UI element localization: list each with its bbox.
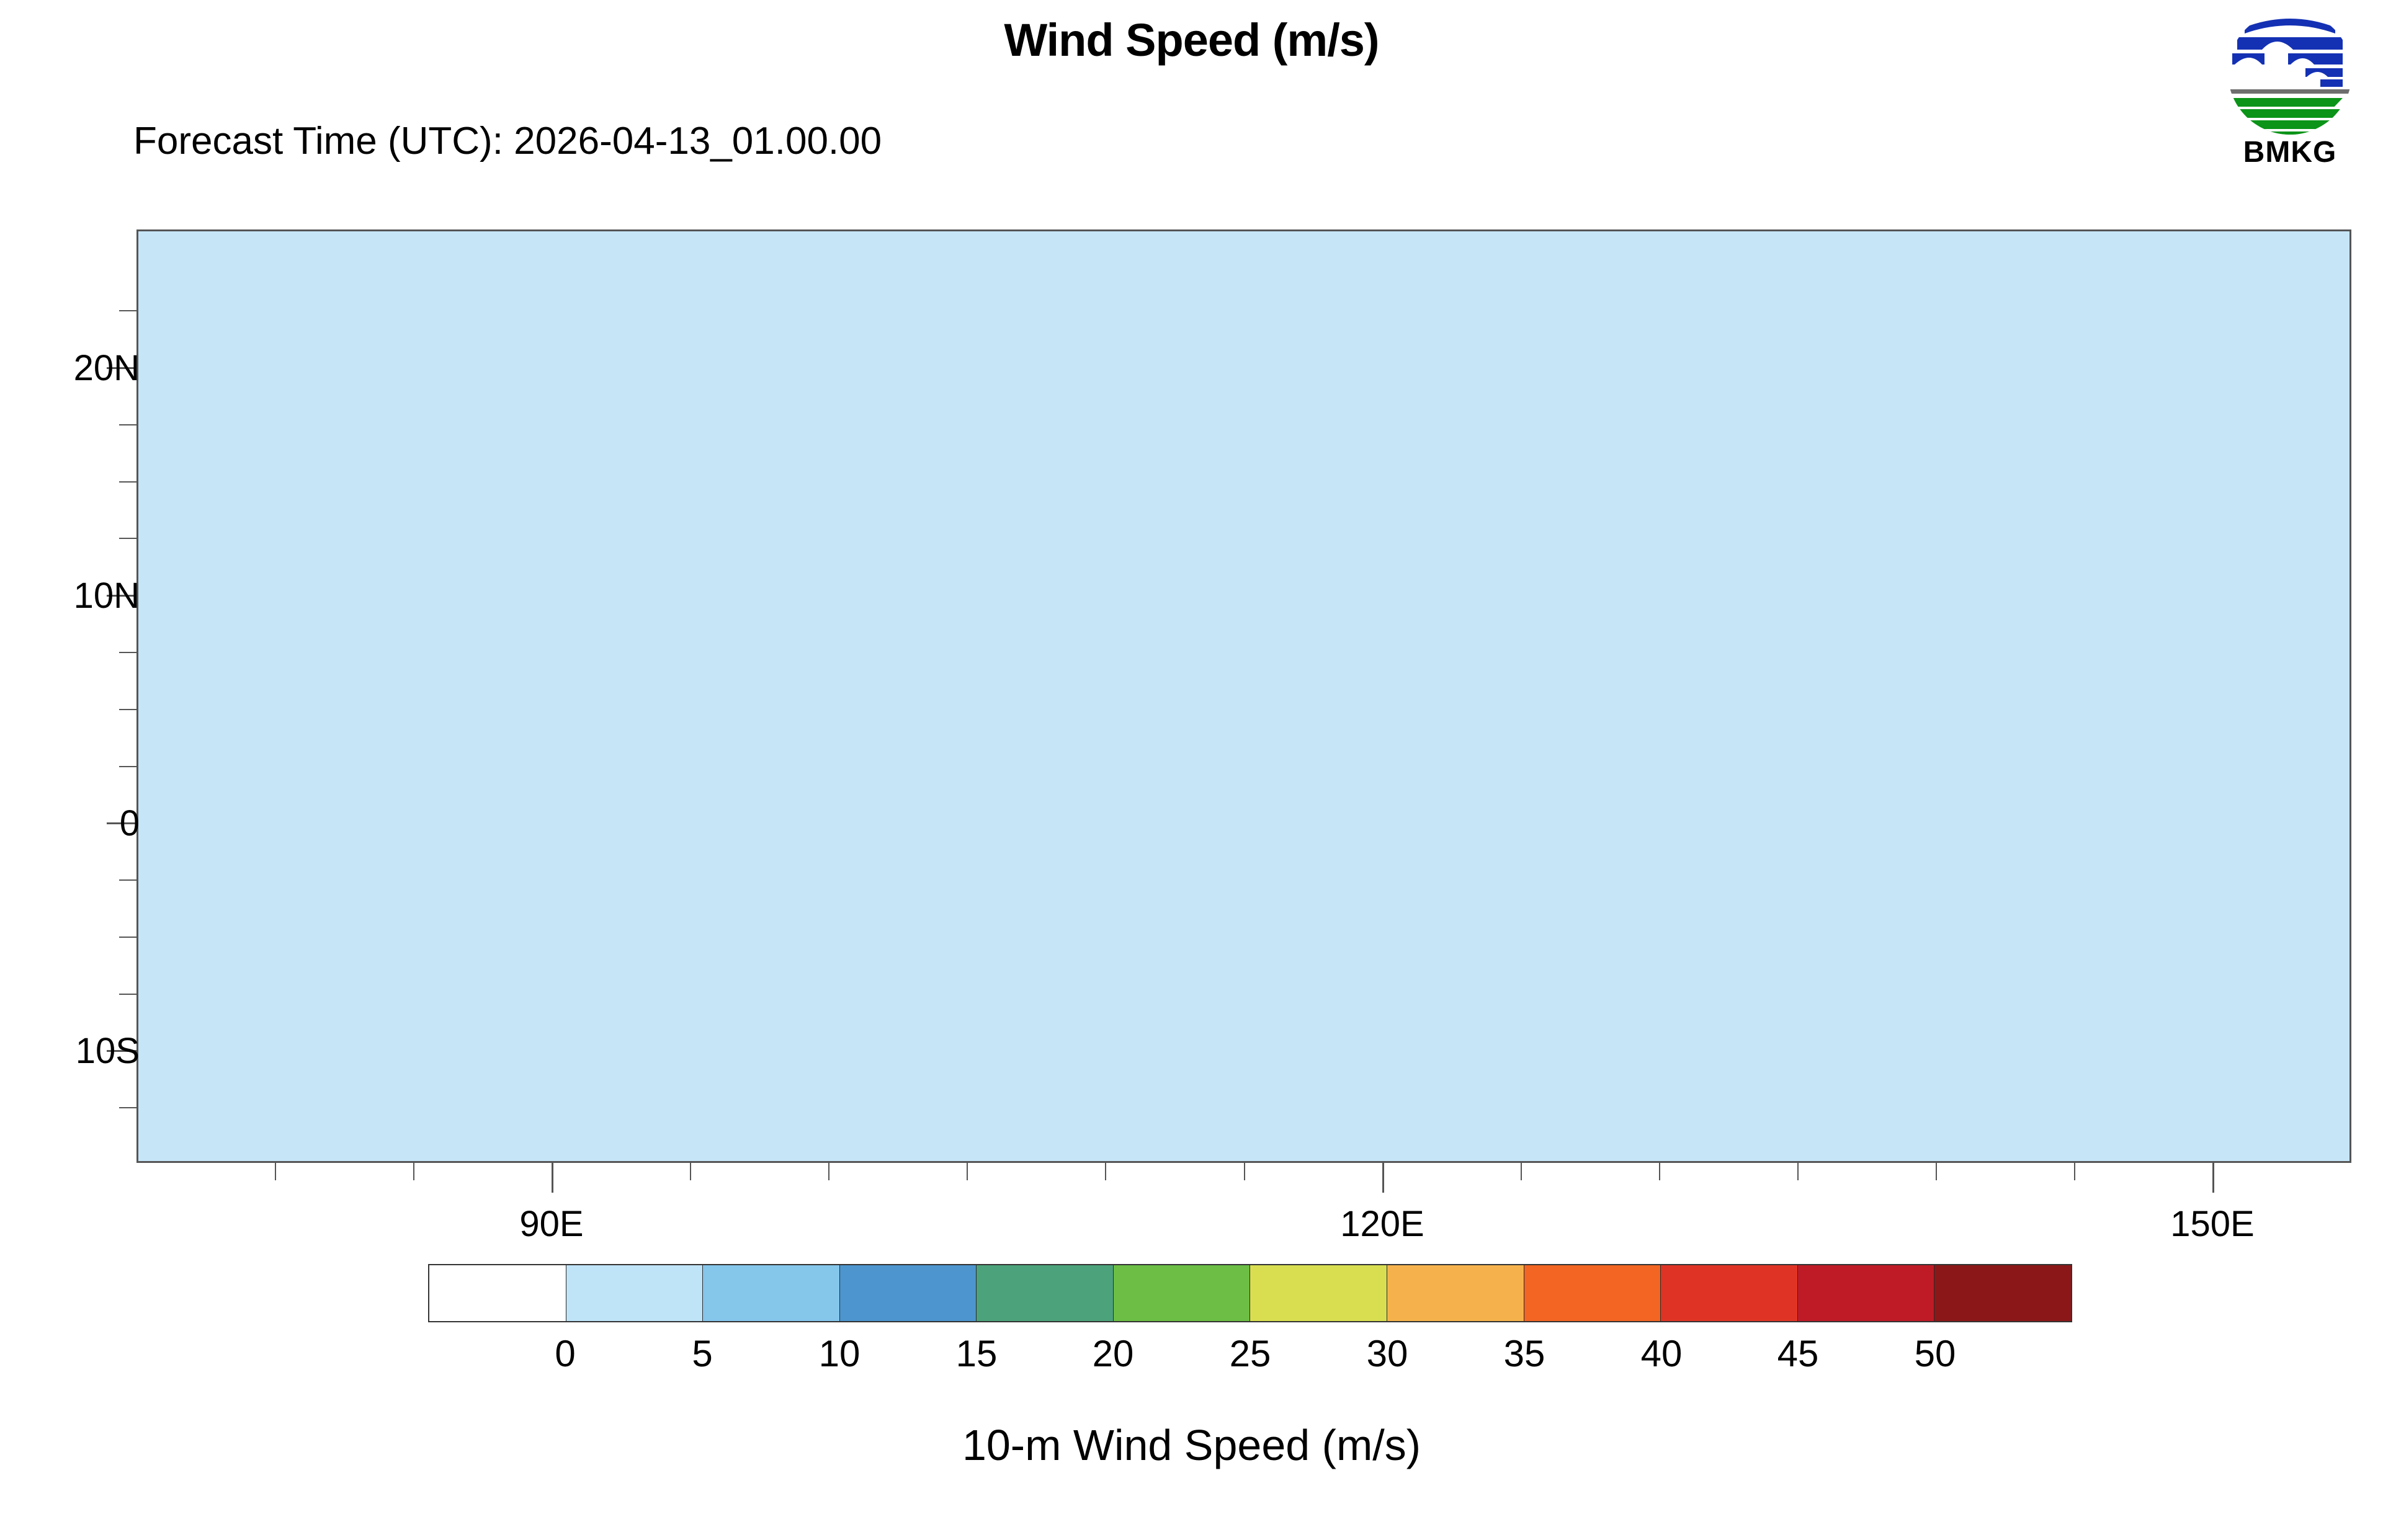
colorbar-swatch-0-white xyxy=(429,1265,566,1321)
wind-speed-contour-field xyxy=(138,231,2349,250)
y-axis-label-20n: 20N xyxy=(73,348,140,388)
y-minor-tick xyxy=(119,652,136,653)
y-axis-label-10n: 10N xyxy=(73,576,140,616)
colorbar-swatch-10-crimson xyxy=(1797,1265,1935,1321)
colorbar-tick-40: 40 xyxy=(1640,1333,1683,1374)
y-axis-label-10s: 10S xyxy=(75,1031,140,1071)
x-major-tick xyxy=(2212,1163,2214,1193)
y-minor-tick xyxy=(119,424,136,425)
y-minor-tick xyxy=(119,879,136,881)
colorbar-tick-25: 25 xyxy=(1229,1333,1271,1374)
colorbar-swatch-5-green xyxy=(1113,1265,1251,1321)
x-minor-tick xyxy=(828,1163,829,1180)
colorbar-tick-0: 0 xyxy=(555,1333,576,1374)
y-minor-tick xyxy=(119,709,136,710)
page-title: Wind Speed (m/s) xyxy=(1004,14,1379,66)
colorbar-tick-labels: 0 5 10 15 20 25 30 35 40 45 50 xyxy=(428,1332,2072,1382)
colorbar-swatch-2-sky-blue xyxy=(703,1265,840,1321)
colorbar-axis-label: 10-m Wind Speed (m/s) xyxy=(962,1421,1421,1469)
colorbar-tick-30: 30 xyxy=(1366,1333,1408,1374)
x-axis-label-150e: 150E xyxy=(2170,1204,2255,1244)
y-minor-tick xyxy=(119,766,136,767)
y-minor-tick xyxy=(119,1107,136,1108)
x-axis-label-120e: 120E xyxy=(1340,1204,1424,1244)
y-major-tick xyxy=(107,822,136,824)
y-minor-tick xyxy=(119,538,136,539)
y-major-tick xyxy=(107,1050,136,1052)
x-minor-tick xyxy=(1521,1163,1522,1180)
colorbar-swatch-8-orange xyxy=(1524,1265,1661,1321)
colorbar-swatch-7-amber xyxy=(1387,1265,1524,1321)
x-minor-tick xyxy=(690,1163,691,1180)
x-minor-tick xyxy=(413,1163,414,1180)
y-minor-tick xyxy=(119,994,136,995)
x-axis-label-90e: 90E xyxy=(519,1204,584,1244)
colorbar-swatch-1-light-blue xyxy=(566,1265,704,1321)
colorbar-swatch-6-yellow-green xyxy=(1250,1265,1388,1321)
y-minor-tick xyxy=(119,937,136,938)
colorbar-tick-10: 10 xyxy=(818,1333,861,1374)
x-major-tick xyxy=(552,1163,553,1193)
y-axis-label-0: 0 xyxy=(119,803,140,843)
bmkg-logo: BMKG xyxy=(2212,9,2367,207)
x-minor-tick xyxy=(275,1163,276,1180)
colorbar-tick-50: 50 xyxy=(1914,1333,1956,1374)
colorbar-tick-5: 5 xyxy=(692,1333,713,1374)
colorbar-tick-20: 20 xyxy=(1092,1333,1134,1374)
colorbar-tick-45: 45 xyxy=(1777,1333,1819,1374)
x-minor-tick xyxy=(1659,1163,1660,1180)
wind-speed-map xyxy=(136,229,2351,1163)
x-minor-tick xyxy=(1105,1163,1106,1180)
x-major-tick xyxy=(1382,1163,1384,1193)
x-minor-tick xyxy=(2074,1163,2075,1180)
colorbar xyxy=(428,1264,2072,1322)
colorbar-tick-15: 15 xyxy=(955,1333,998,1374)
y-minor-tick xyxy=(119,481,136,483)
colorbar-swatch-11-dark-maroon xyxy=(1934,1265,2071,1321)
colorbar-tick-35: 35 xyxy=(1503,1333,1545,1374)
colorbar-swatch-9-red xyxy=(1661,1265,1798,1321)
x-minor-tick xyxy=(1936,1163,1937,1180)
colorbar-swatch-3-steel-blue xyxy=(839,1265,977,1321)
y-major-tick xyxy=(107,367,136,369)
colorbar-swatch-4-teal-green xyxy=(977,1265,1114,1321)
x-minor-tick xyxy=(1797,1163,1799,1180)
y-minor-tick xyxy=(119,310,136,311)
bmkg-emblem-icon xyxy=(2228,11,2352,135)
bmkg-logo-text: BMKG xyxy=(2243,136,2337,169)
x-minor-tick xyxy=(1244,1163,1245,1180)
x-minor-tick xyxy=(967,1163,968,1180)
y-major-tick xyxy=(107,595,136,597)
forecast-time-subtitle: Forecast Time (UTC): 2026-04-13_01.00.00 xyxy=(133,120,882,162)
